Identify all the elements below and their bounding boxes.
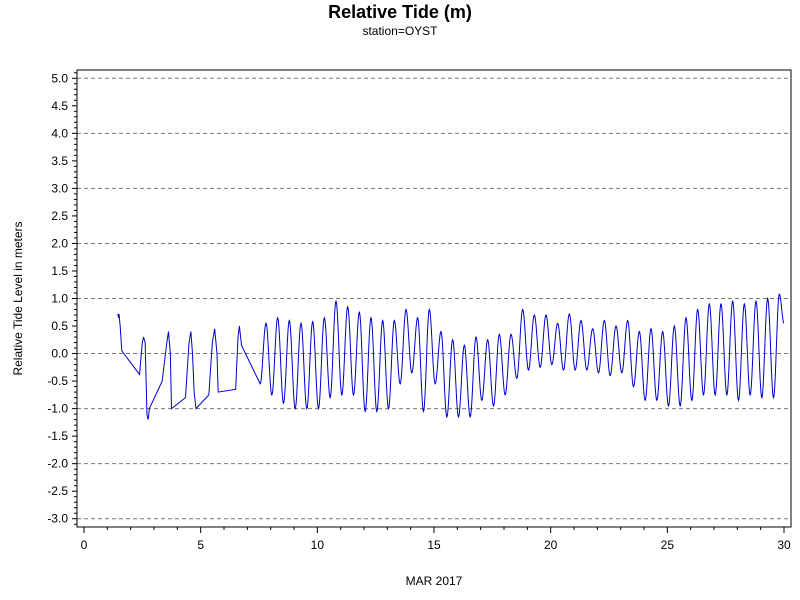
- y-tick-label: -1.5: [47, 429, 68, 443]
- x-tick-label: 30: [777, 538, 791, 552]
- y-tick-label: 3.0: [51, 181, 68, 195]
- grid-layer: [77, 77, 791, 520]
- x-tick-label: 5: [197, 538, 204, 552]
- y-tick-label: 4.0: [51, 126, 68, 140]
- chart-title: Relative Tide (m): [328, 2, 472, 22]
- tide-series-line: [117, 293, 785, 420]
- y-tick-label: -3.0: [47, 512, 68, 526]
- y-tick-label: 2.0: [51, 236, 68, 250]
- y-axis: -3.0 -2.5 -2.0 -1.5 -1.0 -0.5 0.0 0.5 1.0 1.5 2.0 2…: [47, 71, 77, 526]
- y-tick-label: -2.5: [47, 484, 68, 498]
- y-tick-label: -0.5: [47, 374, 68, 388]
- y-tick-label: 0.0: [51, 347, 68, 361]
- x-tick-label: 0: [81, 538, 88, 552]
- series-layer: [117, 293, 785, 420]
- x-tick-label: 20: [544, 538, 558, 552]
- y-tick-label: 1.5: [51, 264, 68, 278]
- x-tick-label: 15: [427, 538, 441, 552]
- x-tick-label: 10: [311, 538, 325, 552]
- x-tick-label: 25: [661, 538, 675, 552]
- x-axis: 0 5 10 15 20 25 30: [81, 527, 791, 552]
- y-tick-label: 5.0: [51, 71, 68, 85]
- y-axis-label: Relative Tide Level in meters: [11, 221, 25, 375]
- chart-subtitle: station=OYST: [362, 24, 438, 38]
- x-axis-label: MAR 2017: [406, 574, 463, 588]
- y-tick-label: 3.5: [51, 154, 68, 168]
- y-tick-label: 1.0: [51, 292, 68, 306]
- y-tick-label: -1.0: [47, 402, 68, 416]
- y-tick-label: 4.5: [51, 99, 68, 113]
- y-tick-label: 0.5: [51, 319, 68, 333]
- y-tick-label: 2.5: [51, 209, 68, 223]
- y-tick-label: -2.0: [47, 457, 68, 471]
